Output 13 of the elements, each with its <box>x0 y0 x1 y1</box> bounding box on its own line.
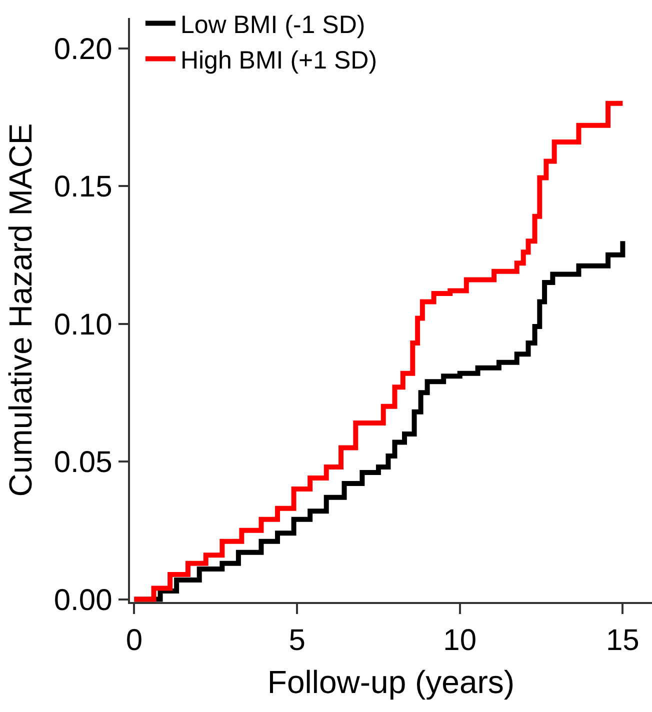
y-tick-label: 0.15 <box>54 170 112 204</box>
x-tick-label: 10 <box>443 624 477 657</box>
y-tick-label: 0.10 <box>54 308 112 342</box>
x-tick-label: 15 <box>606 624 640 657</box>
y-tick-label: 0.00 <box>54 584 112 617</box>
y-tick-label: 0.05 <box>54 446 112 480</box>
x-axis-title: Follow-up (years) <box>267 664 515 700</box>
x-tick-label: 5 <box>288 624 306 657</box>
legend-label: High BMI (+1 SD) <box>180 46 378 74</box>
x-tick-label: 0 <box>126 624 143 657</box>
legend-label: Low BMI (-1 SD) <box>180 10 366 39</box>
y-axis-title: Cumulative Hazard MACE <box>2 123 39 497</box>
y-tick-label: 0.20 <box>54 32 112 66</box>
